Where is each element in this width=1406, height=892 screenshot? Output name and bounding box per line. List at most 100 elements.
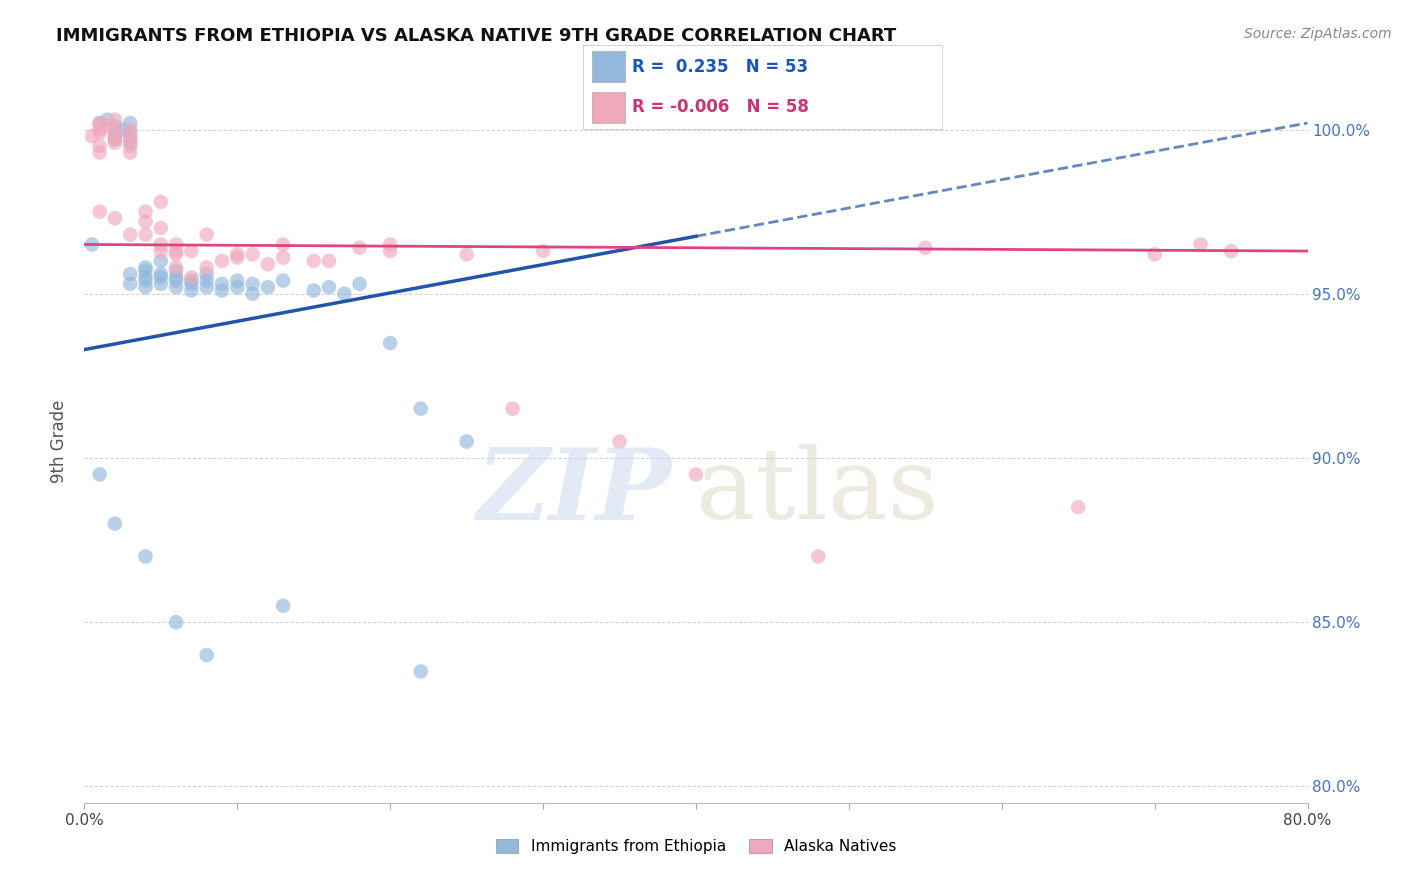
Point — [149, 254, 172, 268]
Point — [89, 122, 111, 136]
Point — [104, 516, 127, 531]
Point — [89, 116, 111, 130]
Point — [96, 112, 118, 127]
Point — [135, 214, 157, 228]
Point — [104, 211, 127, 226]
Point — [1143, 247, 1166, 261]
Point — [149, 237, 172, 252]
Point — [96, 120, 118, 134]
Point — [195, 648, 218, 662]
Point — [380, 237, 402, 252]
Point — [1220, 244, 1243, 258]
Point — [165, 247, 187, 261]
Point — [80, 129, 103, 144]
Point — [89, 116, 111, 130]
Point — [135, 264, 157, 278]
Point — [104, 129, 127, 144]
Point — [807, 549, 830, 564]
Point — [120, 136, 142, 150]
Point — [349, 241, 371, 255]
Text: atlas: atlas — [696, 444, 939, 540]
Point — [120, 139, 142, 153]
Point — [104, 136, 127, 150]
Point — [914, 241, 936, 255]
Point — [318, 280, 340, 294]
Point — [226, 280, 249, 294]
Point — [609, 434, 631, 449]
Point — [271, 274, 294, 288]
Point — [456, 247, 478, 261]
Point — [211, 284, 233, 298]
Point — [502, 401, 524, 416]
Point — [271, 599, 294, 613]
Point — [456, 434, 478, 449]
Point — [195, 267, 218, 281]
Point — [349, 277, 371, 291]
Point — [380, 336, 402, 351]
Point — [135, 204, 157, 219]
Bar — [592, 52, 624, 82]
Point — [120, 129, 142, 144]
Point — [257, 257, 280, 271]
Point — [195, 274, 218, 288]
Point — [149, 267, 172, 281]
Point — [226, 247, 249, 261]
Point — [135, 280, 157, 294]
Point — [409, 401, 432, 416]
Point — [104, 132, 127, 146]
Point — [211, 277, 233, 291]
Point — [318, 254, 340, 268]
Text: R =  0.235   N = 53: R = 0.235 N = 53 — [631, 58, 808, 76]
Point — [242, 277, 264, 291]
Point — [135, 270, 157, 285]
Point — [165, 264, 187, 278]
Point — [226, 251, 249, 265]
Point — [165, 274, 187, 288]
Point — [89, 139, 111, 153]
Point — [149, 244, 172, 258]
Point — [135, 274, 157, 288]
Point — [271, 251, 294, 265]
Point — [195, 260, 218, 275]
Point — [1067, 500, 1090, 515]
Point — [180, 270, 202, 285]
Point — [531, 244, 554, 258]
Point — [302, 254, 325, 268]
Point — [165, 280, 187, 294]
Text: R = -0.006   N = 58: R = -0.006 N = 58 — [631, 98, 808, 116]
Point — [195, 227, 218, 242]
Point — [242, 286, 264, 301]
Point — [226, 274, 249, 288]
Point — [149, 194, 172, 209]
Point — [104, 132, 127, 146]
Point — [165, 260, 187, 275]
Point — [120, 132, 142, 146]
Point — [120, 145, 142, 160]
Point — [380, 244, 402, 258]
Point — [333, 286, 356, 301]
Legend: Immigrants from Ethiopia, Alaska Natives: Immigrants from Ethiopia, Alaska Natives — [489, 833, 903, 860]
Text: ZIP: ZIP — [477, 444, 672, 541]
Point — [104, 122, 127, 136]
Point — [165, 237, 187, 252]
Point — [120, 267, 142, 281]
Point — [149, 221, 172, 235]
Point — [685, 467, 707, 482]
Point — [111, 122, 134, 136]
Point — [149, 277, 172, 291]
Point — [195, 280, 218, 294]
Point — [104, 129, 127, 144]
Point — [104, 112, 127, 127]
Point — [257, 280, 280, 294]
Point — [135, 260, 157, 275]
Point — [89, 126, 111, 140]
Point — [135, 549, 157, 564]
Point — [1189, 237, 1212, 252]
Point — [211, 254, 233, 268]
Point — [89, 204, 111, 219]
Point — [89, 145, 111, 160]
Point — [271, 237, 294, 252]
Point — [180, 284, 202, 298]
Point — [120, 116, 142, 130]
Point — [180, 274, 202, 288]
